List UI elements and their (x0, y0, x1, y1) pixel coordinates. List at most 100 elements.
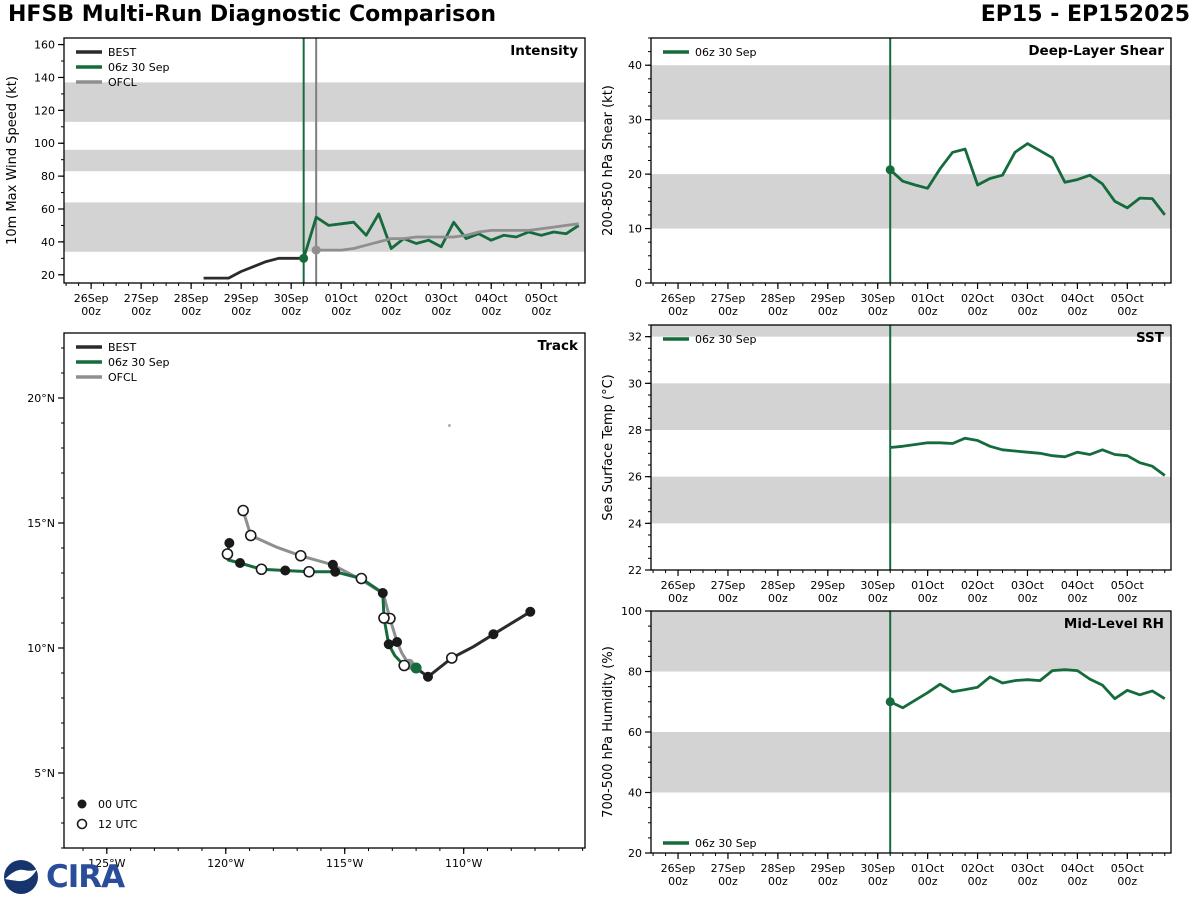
x-tick-sublabel: 00z (918, 305, 938, 318)
x-tick-sublabel: 00z (968, 305, 988, 318)
x-tick-label: 28Sep (174, 292, 209, 305)
x-tick-label: 05Oct (1111, 292, 1145, 305)
x-tick-sublabel: 00z (1117, 592, 1137, 605)
x-tick-label: 05Oct (525, 292, 559, 305)
x-tick-sublabel: 00z (1068, 592, 1088, 605)
x-tick-label: 28Sep (761, 579, 796, 592)
y-tick-label: 30 (628, 377, 642, 390)
intensity-series-06z-30-Sep (302, 212, 580, 259)
x-tick-sublabel: 00z (918, 592, 938, 605)
track-marker-filled (422, 671, 433, 682)
x-tick-sublabel: 00z (431, 305, 451, 318)
x-tick-sublabel: 00z (868, 592, 888, 605)
x-tick-label: 26Sep (661, 292, 696, 305)
x-tick-sublabel: 00z (718, 592, 738, 605)
x-tick-label: 02Oct (961, 862, 995, 875)
track-marker-filled (235, 558, 246, 568)
storm-id-title: EP15 - EP152025 (980, 2, 1190, 27)
rh-series-06z-30-Sep (889, 668, 1166, 710)
x-tick-sublabel: 00z (81, 305, 101, 318)
track-marker-open (445, 652, 458, 664)
track-marker-filled (224, 538, 235, 548)
y-tick-label: 30 (628, 114, 642, 127)
x-tick-sublabel: 00z (818, 592, 838, 605)
x-tick-sublabel: 00z (768, 305, 788, 318)
x-tick-sublabel: 00z (1068, 305, 1088, 318)
figure-title: HFSB Multi-Run Diagnostic Comparison (8, 2, 496, 27)
x-tick-sublabel: 00z (818, 305, 838, 318)
lon-tick-label: 110°W (445, 857, 482, 870)
x-tick-sublabel: 00z (668, 305, 688, 318)
x-tick-sublabel: 00z (1117, 875, 1137, 888)
x-tick-sublabel: 00z (968, 875, 988, 888)
x-tick-sublabel: 00z (868, 875, 888, 888)
x-tick-label: 03Oct (1011, 292, 1045, 305)
x-tick-label: 01Oct (911, 862, 945, 875)
track-marker-open (255, 563, 268, 576)
x-tick-label: 02Oct (375, 292, 409, 305)
shear-title: Deep-Layer Shear (1028, 43, 1164, 59)
x-tick-sublabel: 00z (181, 305, 201, 318)
track-marker-open (303, 565, 315, 578)
x-tick-label: 01Oct (911, 292, 945, 305)
intensity-title: Intensity (510, 43, 578, 59)
intensity-frame (63, 37, 586, 284)
marker-legend-label: 00 UTC (98, 798, 138, 811)
track-marker-filled (392, 637, 403, 647)
track-marker-filled (330, 566, 341, 577)
y-tick-label: 40 (628, 59, 642, 72)
x-tick-sublabel: 00z (231, 305, 251, 318)
x-tick-label: 05Oct (1111, 862, 1145, 875)
x-tick-label: 04Oct (1061, 292, 1095, 305)
x-tick-sublabel: 00z (868, 305, 888, 318)
x-tick-label: 04Oct (475, 292, 509, 305)
legend-label: BEST (108, 46, 136, 59)
x-tick-label: 30Sep (860, 292, 895, 305)
x-tick-sublabel: 00z (1117, 305, 1137, 318)
x-tick-label: 28Sep (761, 862, 796, 875)
lat-tick-label: 5°N (34, 767, 55, 780)
y-tick-label: 40 (41, 236, 55, 249)
x-tick-label: 02Oct (961, 292, 995, 305)
noaa-logo (4, 860, 38, 894)
rh-panel: Mid-Level RH 700-500 hPa Humidity (%) 26Se… (601, 605, 1172, 888)
track-marker-open (221, 548, 234, 560)
intensity-category-band (64, 82, 585, 122)
shear-ylabel: 200-850 hPa Shear (kt) (601, 85, 616, 236)
x-tick-sublabel: 00z (281, 305, 301, 318)
x-tick-sublabel: 00z (131, 305, 151, 318)
x-tick-label: 26Sep (74, 292, 109, 305)
x-tick-label: 30Sep (860, 862, 895, 875)
x-tick-sublabel: 00z (1018, 305, 1038, 318)
track-line-BEST (415, 610, 532, 679)
track-frame (63, 332, 586, 849)
lat-tick-label: 10°N (27, 642, 55, 655)
y-tick-label: 60 (628, 726, 642, 739)
y-tick-label: 20 (41, 269, 55, 282)
shear-category-band (651, 65, 1171, 120)
marker-legend-label: 12 UTC (98, 818, 138, 831)
x-tick-label: 04Oct (1061, 862, 1095, 875)
x-tick-sublabel: 00z (481, 305, 501, 318)
intensity-category-band (64, 202, 585, 252)
y-tick-label: 40 (628, 787, 642, 800)
x-tick-sublabel: 00z (331, 305, 351, 318)
legend-label: 06z 30 Sep (695, 333, 757, 346)
rh-init-dot-06z-30-Sep (885, 697, 895, 707)
sst-series-06z-30-Sep (890, 436, 1166, 477)
lat-tick-label: 20°N (27, 392, 55, 405)
x-tick-sublabel: 00z (718, 875, 738, 888)
lon-tick-label: 125°W (88, 857, 125, 870)
sst-ylabel: Sea Surface Temp (°C) (601, 374, 616, 521)
x-tick-sublabel: 00z (668, 592, 688, 605)
shear-init-dot-06z-30-Sep (885, 165, 895, 175)
legend-label: BEST (108, 341, 136, 354)
x-tick-sublabel: 00z (768, 592, 788, 605)
y-tick-label: 140 (34, 71, 55, 84)
y-tick-label: 28 (628, 424, 642, 437)
y-tick-label: 0 (635, 277, 642, 290)
intensity-init-dot-06z-30-Sep (299, 253, 309, 263)
cira-logo: CIRA (46, 858, 125, 895)
